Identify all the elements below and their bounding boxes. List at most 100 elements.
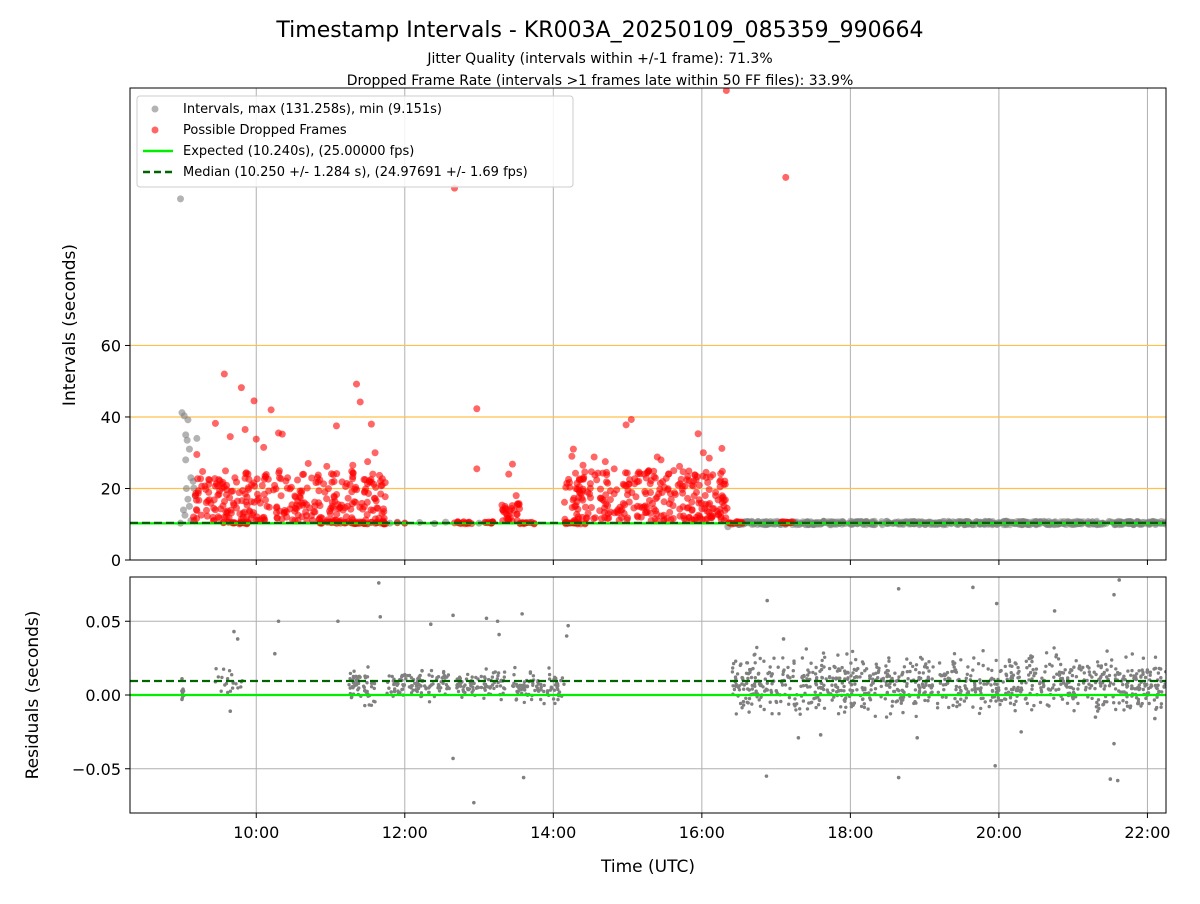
residual-point [502, 670, 507, 674]
residual-point [1012, 685, 1016, 690]
residual-point [908, 669, 912, 674]
residual-point [1141, 656, 1146, 660]
residual-point [1159, 676, 1163, 680]
residual-point [1128, 704, 1133, 708]
residual-point [1101, 703, 1105, 707]
residual-point [547, 672, 552, 677]
interval-point [182, 431, 190, 439]
residual-point [996, 696, 1000, 700]
legend-dropped-marker [151, 126, 159, 134]
residual-point [923, 690, 927, 694]
dropped-frame-point [714, 511, 722, 519]
residual-point [926, 699, 930, 703]
residual-point [813, 690, 817, 694]
dropped-frame-point [656, 479, 664, 487]
residual-point [486, 685, 490, 689]
dropped-frame-point [505, 516, 513, 524]
residual-point [982, 682, 986, 686]
residual-point [921, 671, 925, 675]
dropped-frame-point [222, 508, 230, 516]
residual-point [750, 687, 754, 691]
residual-point [873, 714, 877, 718]
dropped-frame-point [335, 505, 343, 513]
residual-point [419, 691, 424, 695]
interval-point [184, 416, 192, 424]
dropped-frame-point [643, 503, 651, 511]
interval-point [179, 506, 187, 514]
dropped-frame-point [718, 444, 726, 452]
residual-point [753, 652, 757, 656]
residual-point [952, 665, 956, 669]
residual-point [228, 709, 233, 714]
residual-point [833, 665, 837, 670]
residual-point [1043, 670, 1047, 674]
dropped-frame-point [205, 488, 213, 496]
dropped-frame-point [604, 510, 612, 518]
residual-point [1147, 701, 1151, 706]
residual-point [842, 689, 846, 693]
residual-point [966, 665, 970, 669]
x-tick-label: 22:00 [1124, 823, 1170, 842]
residual-point [1094, 705, 1099, 709]
dropped-frame-point [193, 451, 201, 459]
dropped-frame-point [237, 384, 245, 392]
residual-point [772, 656, 776, 660]
residual-point [959, 658, 963, 662]
residual-point [753, 676, 757, 680]
residual-point [1024, 659, 1029, 663]
dropped-frame-point [635, 468, 643, 476]
dropped-frame-point [280, 509, 288, 517]
residual-point [529, 697, 534, 702]
residual-point [1004, 687, 1008, 691]
dropped-frame-point [571, 503, 579, 510]
dropped-frame-point [717, 476, 725, 484]
residual-point [1077, 682, 1081, 687]
residual-point [1025, 666, 1029, 670]
residual-point [1130, 652, 1135, 656]
residual-point [844, 705, 848, 709]
residual-point [496, 671, 501, 675]
residual-point [1153, 666, 1158, 670]
dropped-frame-point [356, 503, 364, 511]
x-tick-label: 18:00 [827, 823, 873, 842]
residual-point [1052, 696, 1056, 700]
residual-point [962, 699, 967, 703]
residual-point [955, 704, 959, 709]
residual-point [556, 687, 560, 692]
residual-point [926, 675, 930, 679]
residual-point [1048, 662, 1052, 666]
dropped-frame-point [512, 492, 520, 500]
residual-point [442, 669, 446, 674]
dropped-frame-point [625, 480, 633, 488]
residual-point [911, 664, 915, 669]
dropped-frame-point [642, 474, 650, 482]
dropped-frame-point [220, 370, 228, 378]
dropped-frame-point [273, 509, 280, 517]
dropped-frame-point [260, 443, 268, 451]
residual-point [765, 598, 769, 603]
residual-point [369, 681, 374, 686]
residual-point [1102, 700, 1107, 704]
residual-point [387, 674, 391, 678]
residual-point [983, 700, 987, 704]
dropped-frame-point [603, 468, 610, 476]
residual-point [758, 656, 762, 661]
residual-point [813, 672, 818, 676]
residual-point [879, 684, 883, 689]
residual-point [1009, 687, 1014, 692]
residual-point [936, 690, 940, 694]
residual-point [914, 714, 918, 719]
residual-point [737, 684, 741, 688]
dropped-frame-point [221, 497, 228, 505]
residual-point [833, 683, 838, 687]
residual-point [483, 688, 487, 692]
residual-point [976, 687, 980, 691]
residual-point [981, 663, 985, 668]
dropped-frame-point [326, 510, 334, 518]
dropped-frame-point [699, 449, 707, 457]
residual-point [1008, 701, 1013, 705]
dropped-frame-point [258, 482, 266, 489]
residual-point [220, 675, 224, 680]
dropped-frame-point [260, 490, 268, 498]
residual-point [214, 667, 218, 671]
